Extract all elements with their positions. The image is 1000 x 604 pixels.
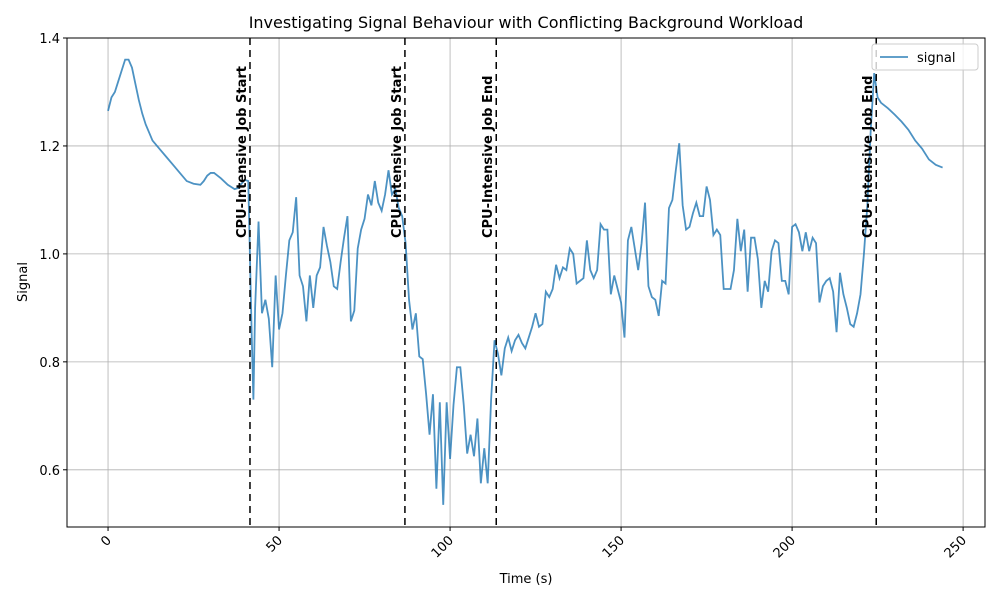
x-tick-label: 200 xyxy=(771,533,799,561)
x-tick-label: 150 xyxy=(600,533,628,561)
annotation-label: CPU-Intensive Job Start xyxy=(390,66,405,238)
annotation-label: CPU-Intensive Job End xyxy=(481,76,496,238)
x-tick-label: 250 xyxy=(942,533,970,561)
annotation-label: CPU-Intensive Job Start xyxy=(235,66,250,238)
x-tick-label: 0 xyxy=(98,533,114,549)
y-tick-label: 1.2 xyxy=(39,140,60,155)
x-tick-label: 100 xyxy=(429,533,457,561)
legend-label: signal xyxy=(917,51,955,66)
y-tick-label: 0.6 xyxy=(39,464,60,479)
legend-box xyxy=(871,43,979,71)
annotation-label: CPU-Intensive Job End xyxy=(861,76,876,238)
y-tick-label: 0.8 xyxy=(39,356,60,371)
series-line xyxy=(107,58,943,505)
x-axis-label: Time (s) xyxy=(499,572,553,587)
chart-title: Investigating Signal Behaviour with Conf… xyxy=(249,13,804,32)
y-axis-label: Signal xyxy=(16,262,31,302)
x-tick-label: 50 xyxy=(264,533,286,555)
plot-frame xyxy=(66,37,986,528)
y-tick-label: 1.4 xyxy=(39,32,60,47)
y-tick-label: 1.0 xyxy=(39,248,60,263)
